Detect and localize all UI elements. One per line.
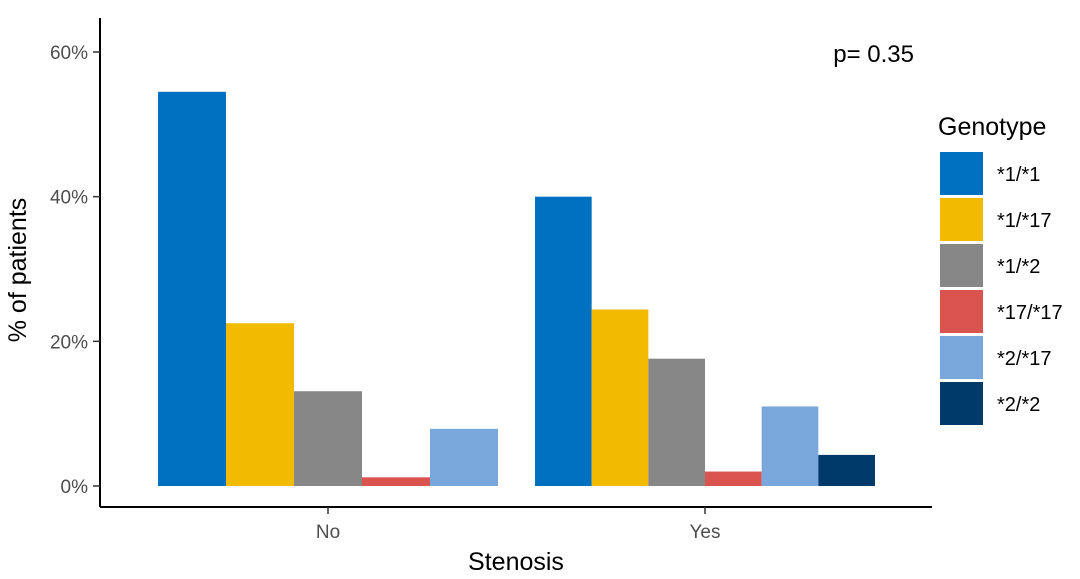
x-tick-label: Yes [690, 522, 721, 543]
legend-label: *2/*17 [997, 348, 1052, 370]
legend-label: *17/*17 [997, 302, 1063, 324]
bar-yes-2 [591, 309, 649, 486]
plot-area [158, 91, 875, 487]
legend-swatch [940, 382, 983, 425]
bar-no-2 [226, 323, 294, 486]
legend-label: *2/*2 [997, 394, 1040, 416]
bar-no-4 [362, 477, 430, 486]
y-tick-label: 20% [50, 332, 88, 353]
bar-yes-1 [535, 196, 592, 486]
legend-label: *1/*1 [997, 164, 1040, 186]
bar-yes-6 [818, 454, 875, 486]
bar-yes-4 [705, 471, 762, 486]
legend-label: *1/*2 [997, 256, 1040, 278]
x-axis-ticks: No Yes [316, 507, 721, 543]
y-tick-label: 60% [50, 43, 88, 64]
legend-swatch [940, 198, 983, 241]
p-value-annotation: p= 0.35 [833, 41, 914, 68]
y-axis-ticks: 0% 20% 40% 60% [50, 43, 100, 498]
bar-yes-3 [648, 358, 705, 486]
x-tick-label: No [316, 522, 340, 543]
legend-swatch [940, 244, 983, 287]
x-axis-title: Stenosis [468, 548, 564, 576]
y-axis-title: % of patients [4, 198, 32, 343]
y-tick-label: 40% [50, 188, 88, 209]
legend-label: *1/*17 [997, 210, 1052, 232]
bar-no-5 [430, 428, 498, 486]
legend-title: Genotype [938, 113, 1046, 141]
bar-yes-5 [761, 406, 819, 486]
legend: Genotype *1/*1 *1/*17 *1/*2 *17/*17 *2/*17 *2… [938, 113, 1063, 425]
legend-swatch [940, 336, 983, 379]
y-tick-label: 0% [61, 477, 89, 498]
bar-no-3 [294, 391, 362, 486]
bar-no-1 [158, 91, 226, 487]
legend-swatch [940, 152, 983, 195]
legend-swatch [940, 290, 983, 333]
